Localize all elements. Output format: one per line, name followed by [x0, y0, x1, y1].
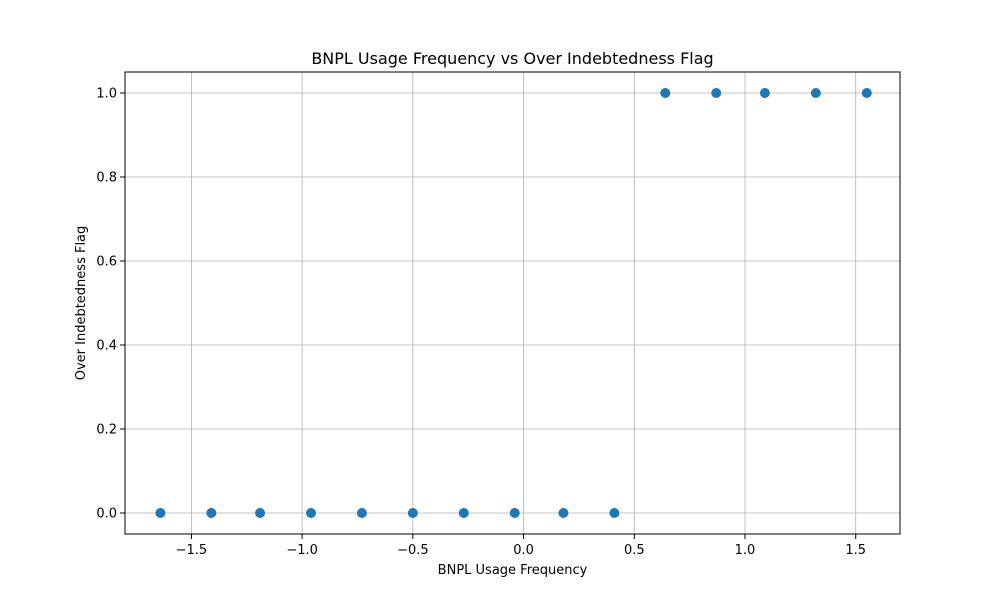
y-tick-label: 0.2: [96, 423, 117, 438]
y-tick-label: 0.0: [96, 507, 117, 522]
x-axis-title: BNPL Usage Frequency: [438, 563, 588, 578]
x-tick-label: −1.0: [286, 543, 318, 558]
x-tick-label: 0.5: [624, 543, 645, 558]
data-point: [155, 508, 166, 518]
y-axis-title: Over Indebtedness Flag: [74, 226, 89, 381]
grid-lines: [125, 72, 900, 534]
data-points: [155, 88, 872, 518]
data-point: [306, 508, 316, 518]
data-point: [458, 508, 469, 518]
data-point: [356, 508, 367, 518]
data-point: [509, 508, 520, 518]
data-point: [255, 508, 266, 518]
data-point: [861, 88, 872, 98]
data-point: [206, 508, 217, 518]
y-tick-label: 0.6: [96, 255, 117, 270]
data-point: [759, 88, 770, 98]
axis-ticks: −1.5 −1.0 −0.5 0.0 0.5 1.0 1.5 0.0 0.2 0.4 0.6 0.8 1…: [96, 87, 866, 559]
x-tick-label: 1.0: [735, 543, 756, 558]
x-tick-label: −0.5: [397, 543, 429, 558]
data-point: [711, 88, 722, 98]
data-point: [407, 508, 418, 518]
x-tick-label: 0.0: [513, 543, 534, 558]
chart-title: BNPL Usage Frequency vs Over Indebtednes…: [311, 49, 713, 68]
data-point: [609, 508, 620, 518]
y-tick-label: 1.0: [96, 87, 117, 102]
data-point: [558, 508, 569, 518]
data-point: [660, 88, 671, 98]
plot-frame: [124, 71, 901, 535]
x-tick-label: 1.5: [845, 543, 866, 558]
x-tick-label: −1.5: [176, 543, 208, 558]
y-tick-label: 0.8: [96, 171, 117, 186]
y-tick-label: 0.4: [96, 339, 117, 354]
data-point: [810, 88, 821, 98]
